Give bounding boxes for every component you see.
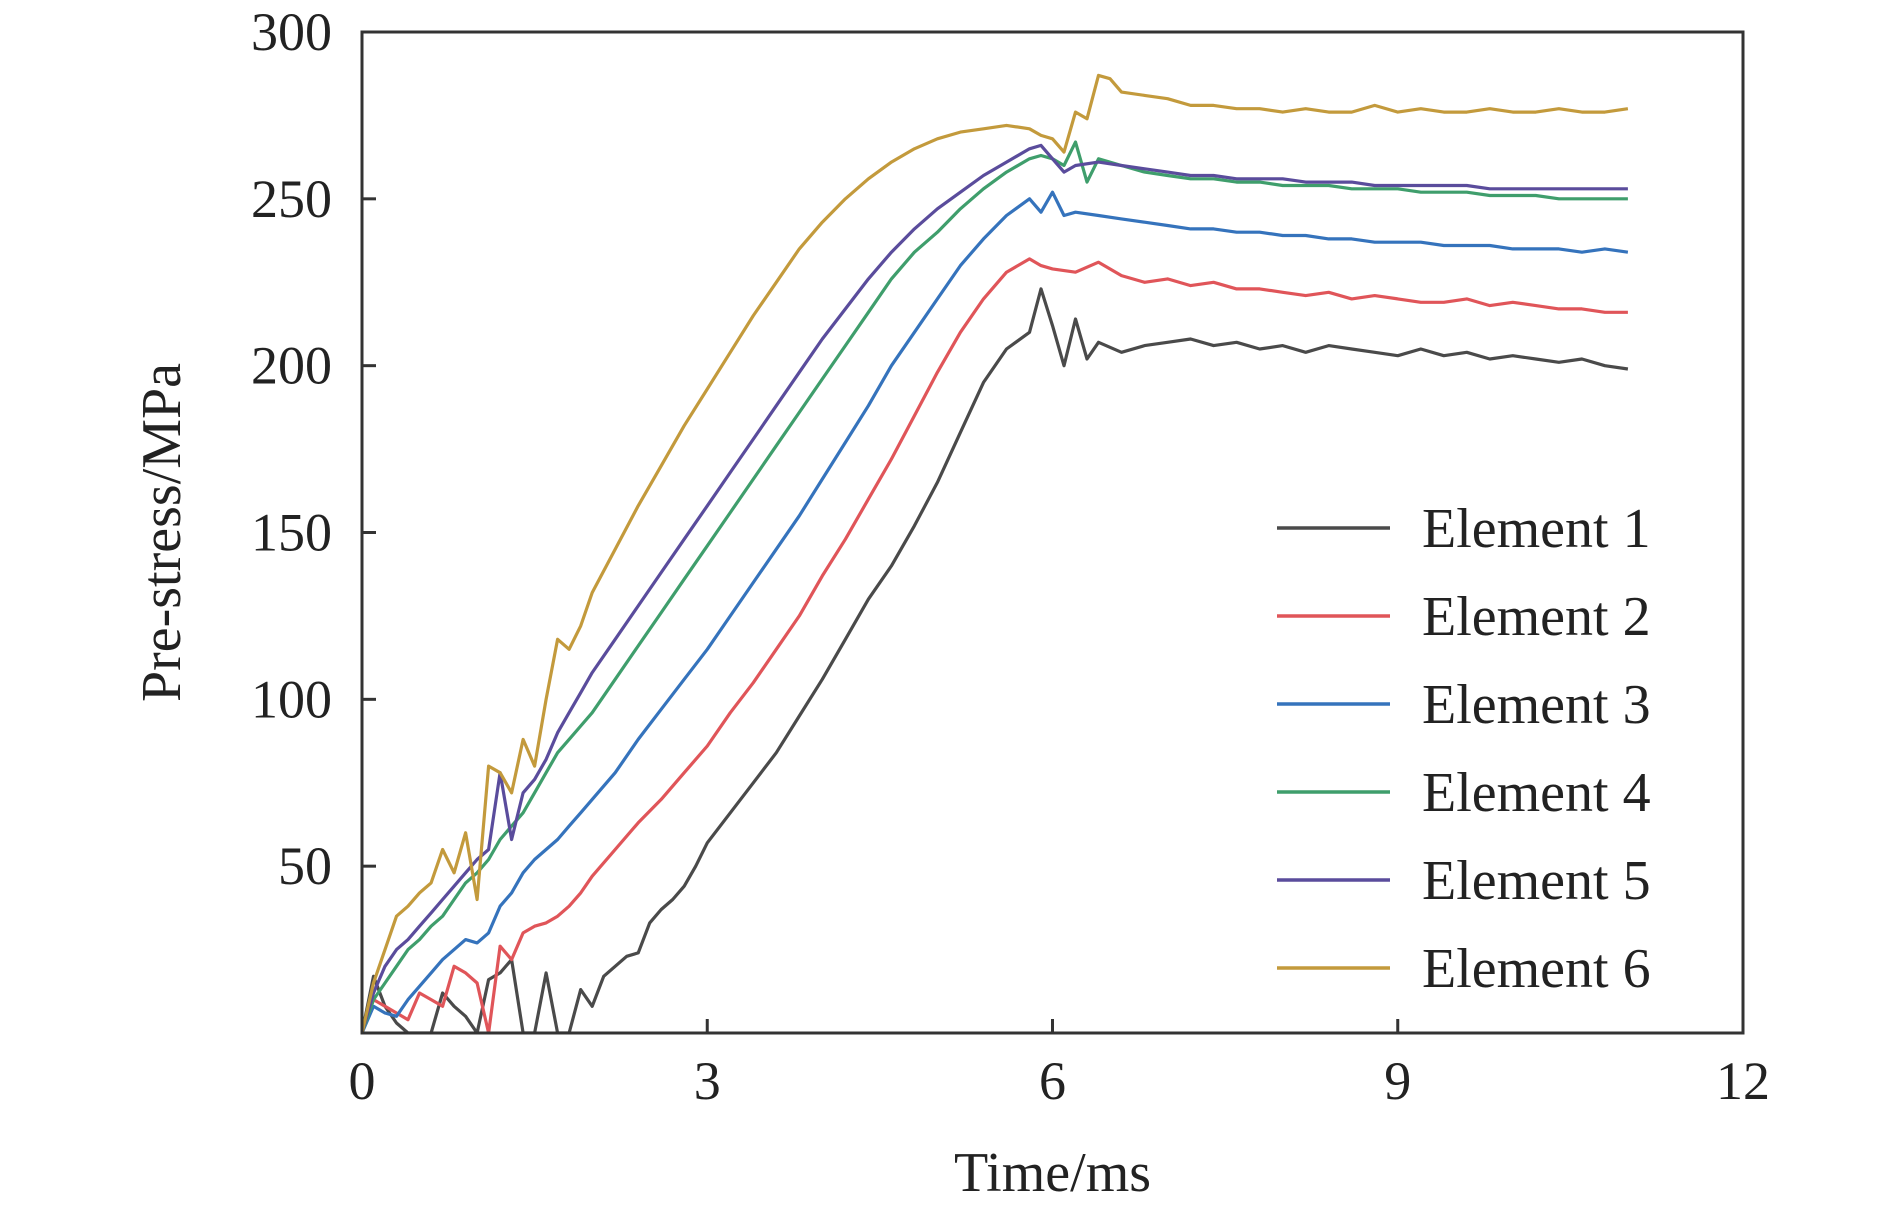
x-tick-label: 0 [349, 1051, 376, 1111]
y-tick-label: 250 [251, 169, 332, 229]
series-line-element-2 [362, 257, 1628, 1033]
legend: Element 1 Element 2 Element 3 Element 4 Elem… [1277, 498, 1651, 1000]
legend-label: Element 3 [1422, 674, 1651, 736]
ticks-layer: 0 3 6 9 12 50 100 150 200 250 300 [251, 2, 1770, 1111]
y-tick-label: 100 [251, 669, 332, 729]
series-line-element-3 [362, 190, 1629, 1033]
series-line-element-5 [362, 143, 1628, 1033]
legend-item: Element 4 [1277, 762, 1651, 824]
series-line-element-6 [362, 73, 1629, 1033]
x-tick-label: 12 [1716, 1051, 1770, 1111]
y-tick-label: 300 [251, 2, 332, 62]
y-axis-label: Pre-stress/MPa [131, 363, 193, 702]
x-axis-label: Time/ms [954, 1142, 1151, 1204]
series-line-element-1 [362, 287, 1629, 1033]
legend-label: Element 1 [1422, 498, 1651, 560]
y-tick-label: 50 [278, 836, 332, 896]
y-tick-label: 150 [251, 503, 332, 563]
x-tick-label: 9 [1384, 1051, 1411, 1111]
legend-item: Element 6 [1277, 938, 1651, 1000]
legend-item: Element 1 [1277, 498, 1651, 560]
series-line-element-4 [362, 140, 1628, 1033]
series-layer [362, 73, 1629, 1033]
legend-label: Element 5 [1422, 850, 1651, 912]
legend-item: Element 3 [1277, 674, 1651, 736]
y-tick-label: 200 [251, 336, 332, 396]
legend-label: Element 4 [1422, 762, 1651, 824]
x-tick-label: 6 [1039, 1051, 1066, 1111]
x-tick-label: 3 [694, 1051, 721, 1111]
legend-item: Element 5 [1277, 850, 1651, 912]
legend-label: Element 2 [1422, 586, 1651, 648]
legend-item: Element 2 [1277, 586, 1651, 648]
legend-label: Element 6 [1422, 938, 1651, 1000]
